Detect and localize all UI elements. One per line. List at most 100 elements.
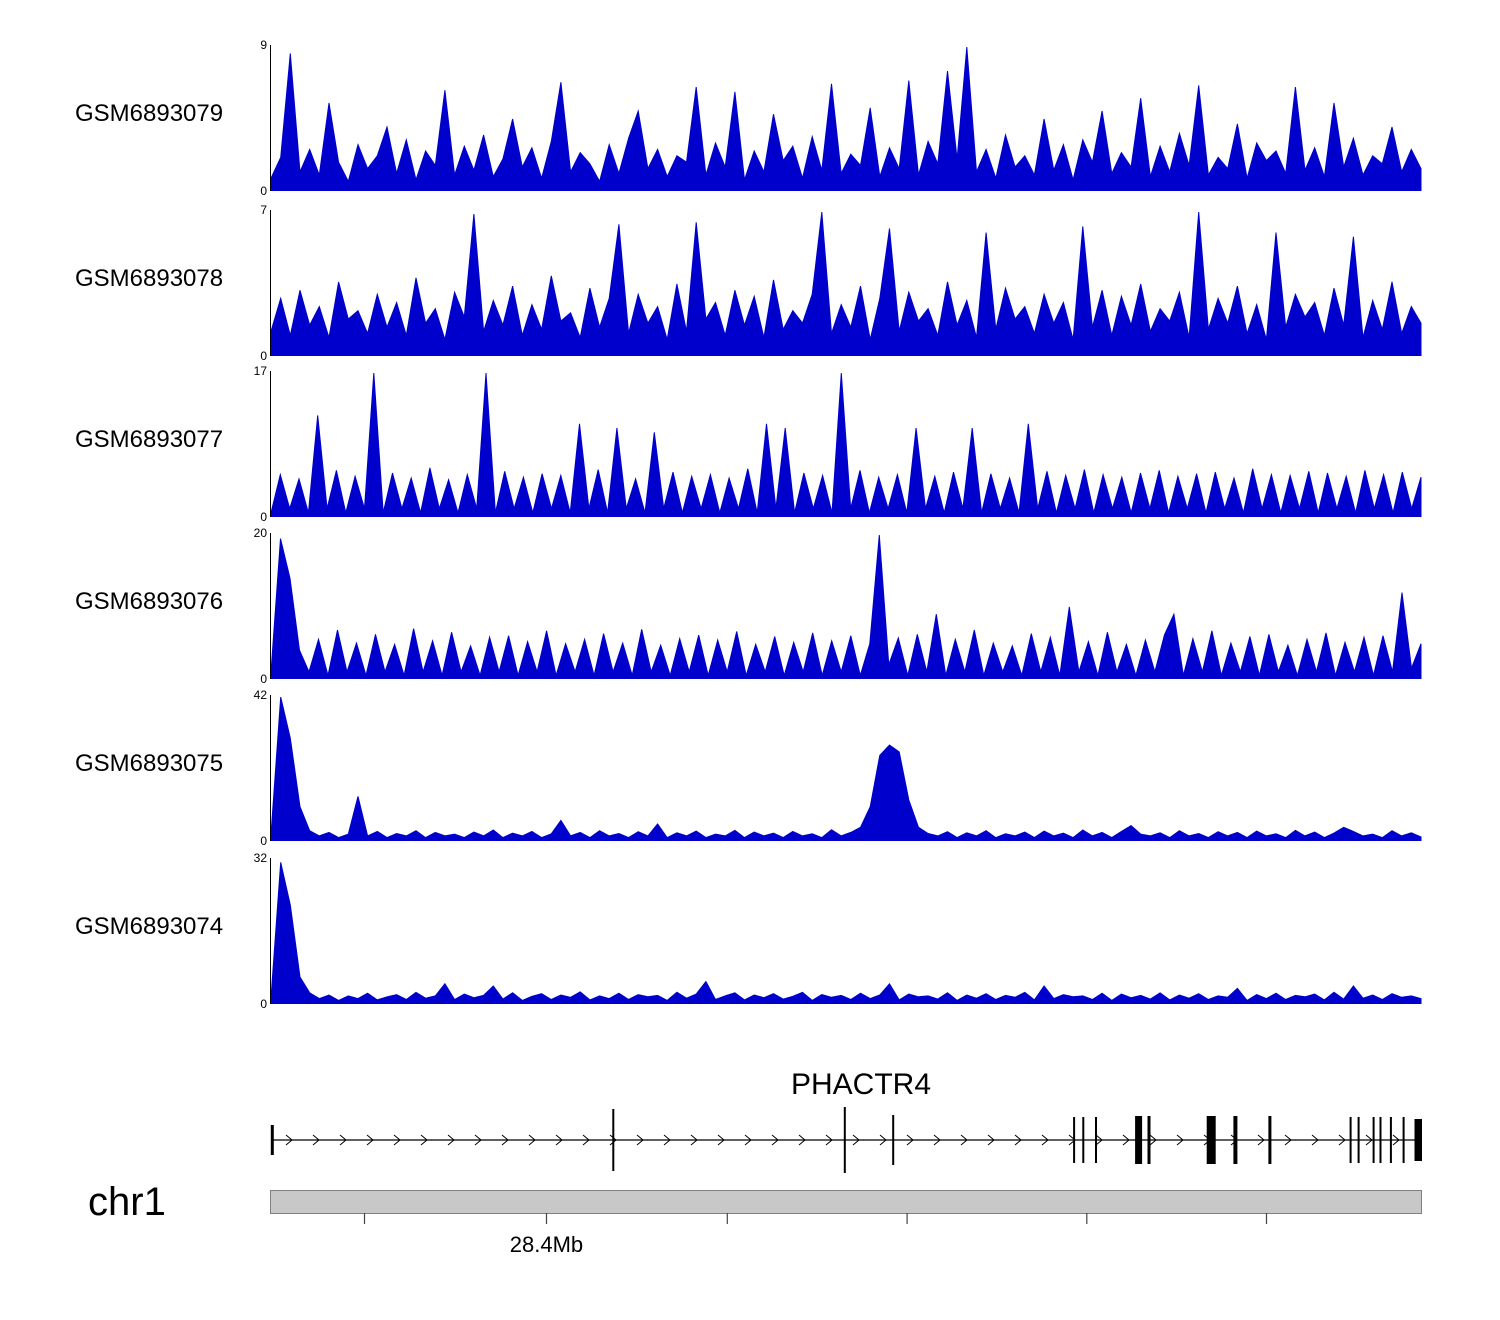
- exon-mark: [1349, 1117, 1352, 1163]
- strand-arrow-icon: [609, 1134, 617, 1146]
- coverage-signal: [271, 372, 1422, 517]
- strand-arrow-icon: [420, 1134, 428, 1146]
- exon-mark: [1372, 1117, 1375, 1163]
- exon-mark: [1379, 1117, 1382, 1163]
- strand-arrow-icon: [474, 1134, 482, 1146]
- coverage-signal: [271, 696, 1422, 841]
- strand-arrow-icon: [879, 1134, 887, 1146]
- exon-mark: [1268, 1116, 1272, 1164]
- track-label: GSM6893076: [75, 588, 224, 615]
- strand-arrow-icon: [1338, 1134, 1346, 1146]
- exon-mark: [1233, 1116, 1238, 1164]
- exon-mark: [843, 1107, 846, 1173]
- strand-arrow-icon: [663, 1134, 671, 1146]
- chromosome-bar: [270, 1190, 1422, 1214]
- exon-mark: [1414, 1119, 1422, 1161]
- chromosome-label: chr1: [88, 1180, 166, 1224]
- strand-arrow-icon: [555, 1134, 563, 1146]
- coverage-signal: [271, 211, 1422, 356]
- y-axis-zero-label: 0: [260, 510, 267, 524]
- track-plot: 20 0: [254, 526, 1423, 686]
- y-axis-max-label: 7: [260, 203, 267, 217]
- strand-arrow-icon: [933, 1134, 941, 1146]
- strand-arrow-icon: [852, 1134, 860, 1146]
- coverage-signal: [271, 46, 1422, 191]
- strand-arrow-icon: [1284, 1134, 1292, 1146]
- strand-arrow-icon: [1311, 1134, 1319, 1146]
- y-axis-max-label: 32: [253, 851, 267, 865]
- exon-mark: [1135, 1116, 1143, 1164]
- strand-arrow-icon: [744, 1134, 752, 1146]
- strand-arrow-icon: [1122, 1134, 1130, 1146]
- strand-arrow-icon: [987, 1134, 995, 1146]
- y-axis-zero-label: 0: [260, 672, 267, 686]
- strand-arrow-icon: [771, 1134, 779, 1146]
- y-axis-max-label: 20: [253, 526, 267, 540]
- strand-arrow-icon: [1149, 1134, 1157, 1146]
- strand-arrow-icon: [1095, 1134, 1103, 1146]
- chromosome-ideogram: [270, 1190, 1422, 1224]
- axis-tick-label: 28.4Mb: [509, 1232, 584, 1257]
- coverage-track-row: GSM6893076 20 0: [0, 526, 1500, 686]
- gene-model-track: [270, 1107, 1422, 1173]
- strand-arrow-icon: [717, 1134, 725, 1146]
- strand-arrow-icon: [582, 1134, 590, 1146]
- strand-arrow-icon: [798, 1134, 806, 1146]
- strand-arrow-icon: [690, 1134, 698, 1146]
- coverage-track-row: GSM6893075 42 0: [0, 688, 1500, 848]
- strand-arrow-icon: [393, 1134, 401, 1146]
- track-label: GSM6893079: [75, 100, 224, 127]
- strand-arrow-icon: [339, 1134, 347, 1146]
- strand-arrow-icon: [906, 1134, 914, 1146]
- strand-arrow-icon: [1041, 1134, 1049, 1146]
- exon-mark: [1206, 1116, 1216, 1164]
- strand-arrow-icon: [825, 1134, 833, 1146]
- y-axis-max-label: 17: [253, 364, 267, 378]
- gene-title: PHACTR4: [790, 1068, 932, 1101]
- track-plot: 42 0: [254, 688, 1423, 848]
- strand-arrow-icon: [1365, 1134, 1373, 1146]
- exon-mark: [892, 1115, 895, 1165]
- track-plot: 32 0: [254, 851, 1423, 1011]
- track-label: GSM6893075: [75, 750, 224, 777]
- coverage-signal: [271, 534, 1422, 679]
- exon-mark: [270, 1125, 274, 1155]
- y-axis-zero-label: 0: [260, 349, 267, 363]
- exon-mark: [1357, 1117, 1360, 1163]
- exon-mark: [1389, 1117, 1392, 1163]
- exon-mark: [612, 1109, 615, 1171]
- y-axis-max-label: 42: [253, 688, 267, 702]
- track-label: GSM6893077: [75, 426, 224, 453]
- track-label: GSM6893078: [75, 265, 224, 292]
- strand-arrow-icon: [312, 1134, 320, 1146]
- strand-arrow-icon: [1392, 1134, 1400, 1146]
- coverage-track-row: GSM6893079 9 0: [0, 38, 1500, 198]
- strand-arrow-icon: [447, 1134, 455, 1146]
- strand-arrow-icon: [636, 1134, 644, 1146]
- strand-arrow-icon: [1014, 1134, 1022, 1146]
- exon-mark: [1082, 1117, 1085, 1163]
- exon-mark: [1402, 1117, 1405, 1163]
- y-axis-zero-label: 0: [260, 997, 267, 1011]
- strand-arrow-icon: [960, 1134, 968, 1146]
- strand-arrow-icon: [501, 1134, 509, 1146]
- coverage-track-row: GSM6893074 32 0: [0, 851, 1500, 1011]
- coverage-track-row: GSM6893077 17 0: [0, 364, 1500, 524]
- coverage-track-row: GSM6893078 7 0: [0, 203, 1500, 363]
- exon-mark: [1147, 1116, 1151, 1164]
- y-axis-max-label: 9: [260, 38, 267, 52]
- exon-mark: [1095, 1117, 1097, 1163]
- track-plot: 17 0: [254, 364, 1423, 524]
- strand-arrow-icon: [1257, 1134, 1265, 1146]
- track-label: GSM6893074: [75, 913, 224, 940]
- strand-arrow-icon: [1176, 1134, 1184, 1146]
- strand-arrow-icon: [528, 1134, 536, 1146]
- coverage-signal: [271, 862, 1422, 1004]
- y-axis-zero-label: 0: [260, 184, 267, 198]
- strand-arrow-icon: [366, 1134, 374, 1146]
- strand-arrow-icon: [285, 1134, 293, 1146]
- y-axis-zero-label: 0: [260, 834, 267, 848]
